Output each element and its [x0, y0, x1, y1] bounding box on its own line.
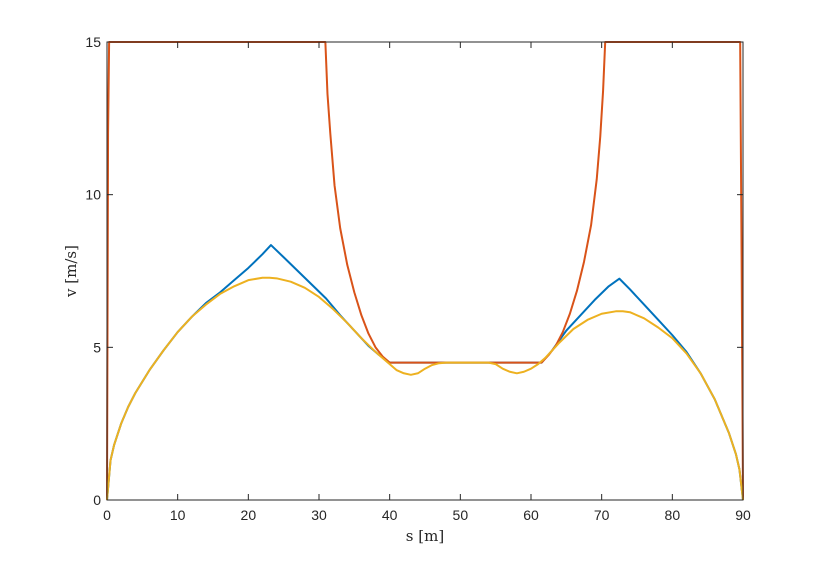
x-tick-label: 60 — [523, 507, 539, 523]
x-tick-label: 90 — [735, 507, 751, 523]
axes-box — [106, 41, 744, 501]
y-tick-label: 5 — [93, 339, 101, 355]
y-tick-label: 15 — [85, 34, 101, 50]
x-axis-label: s [m] — [406, 527, 444, 545]
x-tick-label: 10 — [170, 507, 186, 523]
y-axis-label: v [m/s] — [62, 245, 80, 298]
series-line-3 — [106, 276, 744, 501]
y-tick-label: 10 — [85, 187, 101, 203]
x-tick-label: 30 — [311, 507, 327, 523]
x-tick-label: 80 — [665, 507, 681, 523]
x-tick-label: 70 — [594, 507, 610, 523]
x-tick-label: 0 — [103, 507, 111, 523]
y-tick-label: 0 — [93, 492, 101, 508]
plot-area — [107, 42, 743, 500]
x-tick-label: 40 — [382, 507, 398, 523]
x-tick-label: 20 — [241, 507, 257, 523]
x-tick-label: 50 — [453, 507, 469, 523]
